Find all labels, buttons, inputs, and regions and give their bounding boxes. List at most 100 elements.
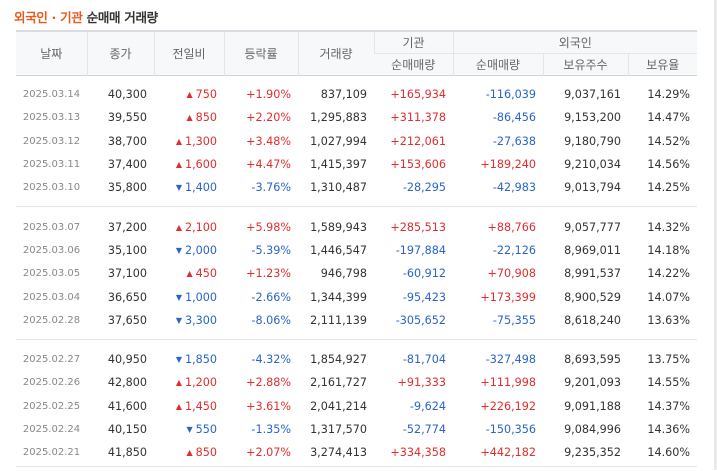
foreign-ratio-cell: 14.60%: [628, 441, 697, 464]
header-foreign-ratio: 보유율: [628, 54, 697, 76]
group-spacer: [16, 341, 697, 348]
inst-net-cell: -197,884: [374, 239, 453, 262]
rate-cell: +2.20%: [224, 106, 298, 129]
rate-cell: -3.76%: [224, 176, 298, 199]
change-cell: ▲ 450: [154, 262, 224, 285]
up-triangle-icon: ▲: [176, 160, 182, 169]
date-cell: 2025.03.05: [16, 262, 87, 285]
table-bottom-divider: [16, 466, 697, 467]
volume-cell: 1,027,994: [298, 130, 374, 153]
down-triangle-icon: ▼: [176, 316, 182, 325]
date-cell: 2025.03.07: [16, 215, 87, 238]
change-value: 1,850: [185, 353, 217, 366]
rate-cell: -5.39%: [224, 239, 298, 262]
close-cell: 37,650: [87, 309, 154, 332]
change-cell: ▲850: [154, 441, 224, 464]
change-value: 3,300: [185, 314, 217, 327]
change-value: 850: [196, 446, 217, 459]
rate-cell: +3.61%: [224, 395, 298, 418]
change-cell: ▲2,100: [154, 215, 224, 238]
foreign-ratio-cell: 14.47%: [628, 106, 697, 129]
foreign-hold-cell: 8,900,529: [543, 285, 628, 308]
rate-cell: +1.90%: [224, 83, 298, 106]
date-cell: 2025.03.10: [16, 176, 87, 199]
change-value: 1,400: [185, 181, 217, 194]
header-foreign: 외국인: [453, 31, 697, 54]
foreign-hold-cell: 9,210,034: [543, 153, 628, 176]
header-rate: 등락률: [224, 31, 298, 76]
change-cell: ▼550: [154, 418, 224, 441]
header-foreign-net: 순매매량: [453, 54, 543, 76]
foreign-hold-cell: 9,091,188: [543, 395, 628, 418]
volume-cell: 946,798: [298, 262, 374, 285]
title-highlight: 외국인 · 기관: [14, 10, 83, 25]
volume-cell: 1,854,927: [298, 348, 374, 371]
rate-cell: +5.98%: [224, 215, 298, 238]
rate-cell: +1.23%: [224, 262, 298, 285]
volume-cell: 1,446,547: [298, 239, 374, 262]
foreign-ratio-cell: 13.63%: [628, 309, 697, 332]
change-value: 850: [196, 111, 217, 124]
up-triangle-icon: ▲: [186, 269, 192, 278]
foreign-ratio-cell: 14.56%: [628, 153, 697, 176]
date-cell: 2025.03.14: [16, 83, 87, 106]
date-cell: 2025.03.04: [16, 285, 87, 308]
inst-net-cell: -9,624: [374, 395, 453, 418]
change-cell: ▲1,450: [154, 395, 224, 418]
volume-cell: 837,109: [298, 83, 374, 106]
change-value: 1,000: [185, 291, 217, 304]
foreign-ratio-cell: 14.36%: [628, 418, 697, 441]
foreign-hold-cell: 8,969,011: [543, 239, 628, 262]
foreign-hold-cell: 8,991,537: [543, 262, 628, 285]
inst-net-cell: -28,295: [374, 176, 453, 199]
close-cell: 38,700: [87, 130, 154, 153]
header-change: 전일비: [154, 31, 224, 76]
rate-cell: +4.47%: [224, 153, 298, 176]
date-cell: 2025.03.12: [16, 130, 87, 153]
foreign-ratio-cell: 13.75%: [628, 348, 697, 371]
header-foreign-hold: 보유주수: [543, 54, 628, 76]
foreign-hold-cell: 9,180,790: [543, 130, 628, 153]
foreign-hold-cell: 9,057,777: [543, 215, 628, 238]
volume-cell: 1,295,883: [298, 106, 374, 129]
date-cell: 2025.02.24: [16, 418, 87, 441]
foreign-ratio-cell: 14.29%: [628, 83, 697, 106]
rate-cell: -8.06%: [224, 309, 298, 332]
close-cell: 37,100: [87, 262, 154, 285]
inst-net-cell: +153,606: [374, 153, 453, 176]
foreign-net-cell: -327,498: [453, 348, 543, 371]
up-triangle-icon: ▲: [176, 137, 182, 146]
volume-cell: 1,589,943: [298, 215, 374, 238]
change-cell: ▲1,300: [154, 130, 224, 153]
foreign-hold-cell: 8,693,595: [543, 348, 628, 371]
change-value: 1,600: [185, 158, 217, 171]
close-cell: 40,950: [87, 348, 154, 371]
change-value: 450: [196, 267, 217, 280]
down-triangle-icon: ▼: [176, 246, 182, 255]
up-triangle-icon: ▲: [186, 113, 192, 122]
foreign-net-cell: +173,399: [453, 285, 543, 308]
down-triangle-icon: ▼: [176, 355, 182, 364]
change-value: 2,000: [185, 244, 217, 257]
close-cell: 35,800: [87, 176, 154, 199]
volume-cell: 1,415,397: [298, 153, 374, 176]
foreign-net-cell: -42,983: [453, 176, 543, 199]
close-cell: 40,300: [87, 83, 154, 106]
inst-net-cell: +212,061: [374, 130, 453, 153]
volume-cell: 2,041,214: [298, 395, 374, 418]
inst-net-cell: +285,513: [374, 215, 453, 238]
close-cell: 42,800: [87, 371, 154, 394]
change-value: 550: [196, 423, 217, 436]
change-cell: ▼1,400: [154, 176, 224, 199]
header-inst-net: 순매매량: [374, 54, 453, 76]
change-cell: ▲ 850: [154, 106, 224, 129]
date-cell: 2025.02.27: [16, 348, 87, 371]
foreign-hold-cell: 9,201,093: [543, 371, 628, 394]
close-cell: 36,650: [87, 285, 154, 308]
foreign-net-cell: +70,908: [453, 262, 543, 285]
